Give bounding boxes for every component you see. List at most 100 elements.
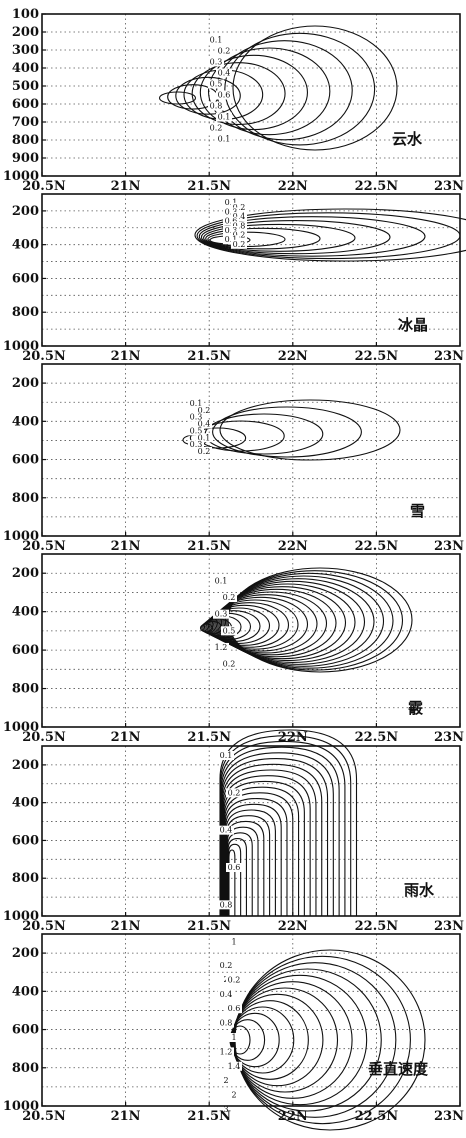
y-tick-label: 900	[12, 151, 39, 166]
x-tick-label: 21N	[111, 179, 141, 194]
contour-label: 1	[231, 1033, 236, 1042]
y-tick-label: 800	[12, 491, 39, 506]
contour-label-bg	[226, 937, 242, 947]
x-tick-label: 21.5N	[187, 919, 231, 934]
contour-label: 0.1	[225, 235, 238, 244]
contour-line	[222, 769, 317, 916]
contour-line	[228, 843, 242, 916]
panel-frame	[41, 363, 461, 537]
contour-label-bg	[218, 1018, 234, 1028]
contour-label-bg	[221, 626, 237, 636]
contour-label: 0.3	[215, 610, 228, 619]
contour-label: 0.8	[233, 221, 246, 230]
contour-label: 0.2	[223, 660, 236, 669]
contour-line	[206, 610, 261, 643]
contour-line	[199, 54, 308, 131]
y-tick-label: 800	[12, 1061, 39, 1076]
contour-label-bg	[218, 989, 234, 999]
contour-label: 0.4	[220, 990, 233, 999]
contour-line	[222, 578, 375, 665]
contour-label: 0.3	[225, 226, 238, 235]
contour-label: 0.4	[198, 420, 211, 429]
contour-line	[221, 758, 329, 916]
contour-line	[234, 949, 426, 1131]
contour-label: 0.5	[190, 426, 203, 435]
contour-label-bg	[221, 659, 237, 669]
x-tick-label: 23N	[434, 539, 464, 554]
contour-label: 1.2	[215, 643, 228, 652]
contour-label-bg	[226, 1090, 242, 1100]
x-tick-label: 20.5N	[22, 179, 66, 194]
x-tick-label: 21.5N	[187, 179, 231, 194]
panel-6: 0.20.20.40.60.811.21.4223200400600800100…	[3, 933, 464, 1131]
contour-line	[198, 216, 426, 257]
contour-line	[220, 746, 340, 916]
contour-label: 0.5	[210, 79, 223, 88]
y-tick-label: 1000	[3, 339, 39, 354]
contour-line	[231, 993, 324, 1087]
contour-label-bg	[218, 1076, 234, 1086]
contour-label: 0.2	[198, 406, 211, 415]
x-tick-label: 21.5N	[187, 1109, 231, 1124]
panel-2: 0.10.20.30.40.60.80.30.20.10.22004006008…	[3, 193, 466, 364]
y-tick-label: 400	[12, 238, 39, 253]
contour-label: 0.1	[218, 113, 231, 122]
contour-label-bg	[216, 46, 232, 56]
contour-label: 1	[231, 938, 236, 947]
contour-label-bg	[216, 134, 232, 144]
x-tick-label: 21N	[111, 730, 141, 745]
panel-label: 雨水	[404, 881, 435, 899]
x-tick-label: 22.5N	[355, 179, 399, 194]
contour-line	[222, 775, 311, 916]
contour-line	[219, 583, 356, 662]
contour-label: 0.2	[220, 961, 233, 970]
x-tick-label: 21.5N	[187, 349, 231, 364]
contour-label: 0.3	[190, 413, 203, 422]
panel-3: 0.10.20.30.40.50.10.30.22004006008001000…	[3, 363, 464, 554]
contour-label: 2	[223, 1076, 228, 1085]
x-tick-label: 20.5N	[22, 1109, 66, 1124]
x-tick-label: 21N	[111, 349, 141, 364]
contour-label-bg	[218, 1047, 234, 1057]
contour-line	[213, 596, 309, 652]
contour-label: 0.2	[223, 593, 236, 602]
contour-label: 0.2	[233, 231, 246, 240]
contour-line	[222, 763, 323, 916]
contour-label-bg	[218, 751, 234, 760]
y-tick-label: 600	[12, 453, 39, 468]
y-tick-label: 200	[12, 204, 39, 219]
contour-line	[223, 575, 385, 667]
contour-label: 0.3	[225, 207, 238, 216]
x-tick-label: 23N	[434, 1109, 464, 1124]
y-tick-label: 400	[12, 605, 39, 620]
y-tick-label: 800	[12, 682, 39, 697]
x-tick-label: 23N	[434, 179, 464, 194]
x-tick-label: 21.5N	[187, 539, 231, 554]
x-tick-label: 23N	[434, 730, 464, 745]
contour-label: 0.4	[220, 826, 233, 835]
y-tick-label: 400	[12, 984, 39, 999]
contour-label: 0.3	[210, 57, 223, 66]
y-tick-label: 600	[12, 97, 39, 112]
contour-label: 0.2	[228, 788, 241, 797]
contour-line	[227, 832, 253, 916]
contour-line	[214, 594, 318, 654]
panel-label: 霰	[408, 699, 424, 717]
panel-label: 冰晶	[398, 316, 428, 334]
contour-line	[223, 786, 300, 916]
y-tick-label: 1000	[3, 909, 39, 924]
y-tick-label: 400	[12, 414, 39, 429]
contour-label-bg	[226, 788, 242, 798]
y-tick-label: 700	[12, 115, 39, 130]
contour-line	[225, 803, 282, 916]
contour-label-bg	[196, 405, 212, 415]
contour-label: 3	[223, 1105, 228, 1114]
contour-line	[191, 62, 286, 125]
contour-label-bg	[216, 68, 232, 78]
contour-label-bg	[208, 35, 224, 45]
x-tick-label: 22.5N	[355, 730, 399, 745]
contour-label-bg	[218, 900, 234, 910]
panel-5: 0.10.20.40.60.812200400600800100020.5N21…	[3, 729, 464, 984]
contour-label-bg	[223, 216, 239, 226]
y-tick-label: 400	[12, 61, 39, 76]
